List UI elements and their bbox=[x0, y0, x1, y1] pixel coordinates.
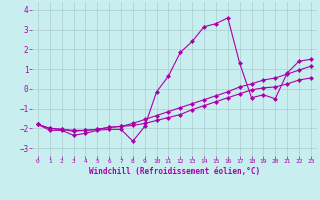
X-axis label: Windchill (Refroidissement éolien,°C): Windchill (Refroidissement éolien,°C) bbox=[89, 167, 260, 176]
